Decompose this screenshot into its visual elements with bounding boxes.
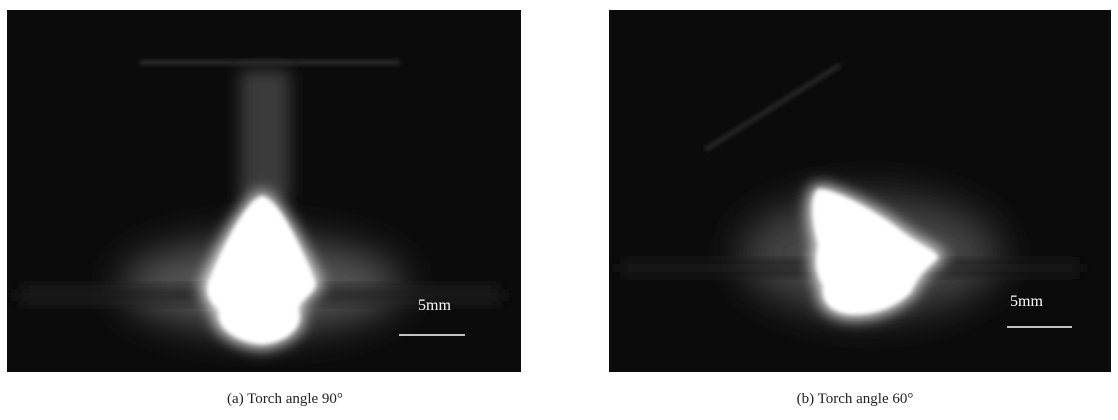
scale-label: 5mm — [1010, 293, 1043, 310]
scale-label: 5mm — [418, 297, 451, 314]
caption: (a) Torch angle 90° — [227, 391, 343, 407]
caption: (b) Torch angle 60° — [797, 391, 914, 407]
figure: 5mm 5mm (a) Torch angle 90° (b) Torch an… — [0, 0, 1118, 420]
photo-a: 5mm — [7, 10, 521, 372]
photo-b: 5mm — [609, 10, 1111, 372]
